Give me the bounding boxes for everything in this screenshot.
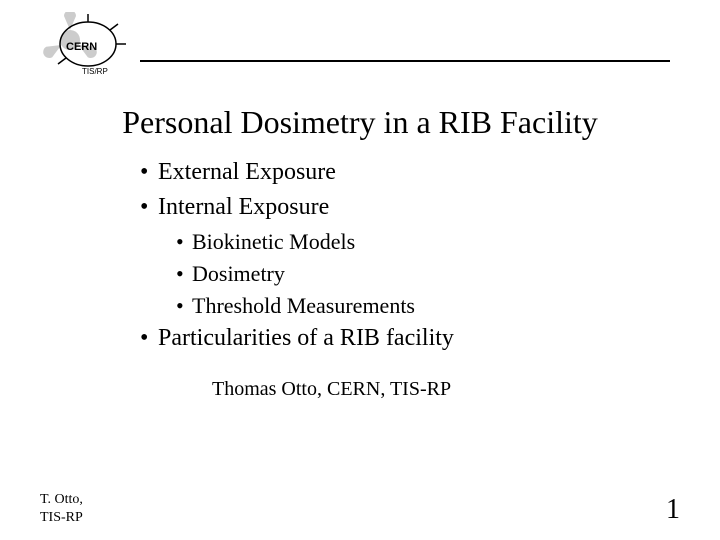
- bullet-l1: Internal Exposure: [140, 194, 680, 221]
- bullet-l1: External Exposure: [140, 159, 680, 186]
- bullet-l2: Biokinetic Models: [176, 229, 680, 255]
- footer-author: T. Otto, TIS-RP: [40, 491, 83, 526]
- bullet-list: External Exposure Internal Exposure Biok…: [140, 159, 680, 401]
- footer-author-line2: TIS-RP: [40, 510, 83, 525]
- footer-author-line1: T. Otto,: [40, 492, 83, 507]
- page-number: 1: [666, 494, 680, 526]
- header-rule: [140, 60, 670, 62]
- cern-logo: CERN TIS/RP: [40, 12, 130, 82]
- bullet-l2: Dosimetry: [176, 261, 680, 287]
- slide: CERN TIS/RP Personal Dosimetry in a RIB …: [0, 0, 720, 540]
- slide-title: Personal Dosimetry in a RIB Facility: [40, 104, 680, 141]
- logo-label: CERN: [66, 41, 97, 53]
- author-line: Thomas Otto, CERN, TIS-RP: [212, 378, 680, 401]
- bullet-l1: Particularities of a RIB facility: [140, 325, 680, 352]
- header: CERN TIS/RP: [40, 12, 680, 82]
- logo-sublabel: TIS/RP: [82, 67, 108, 76]
- bullet-l2: Threshold Measurements: [176, 293, 680, 319]
